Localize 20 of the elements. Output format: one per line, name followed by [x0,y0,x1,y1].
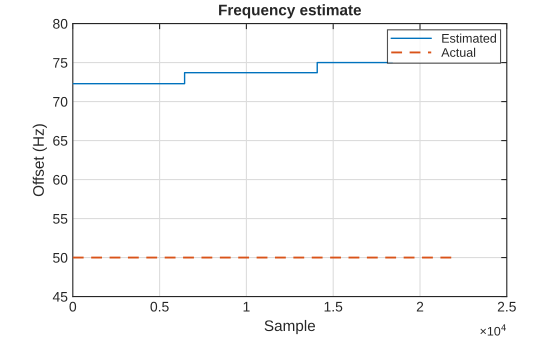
x-tick-label: 1.5 [324,302,342,312]
y-tick-label: 70 [53,96,68,107]
x-tick-label: 1 [244,302,250,312]
x-tick-label: 2 [416,302,424,312]
y-tick-label: 60 [53,174,68,185]
text: ×10$^{4}$ [480,324,506,336]
y-tick-label: 50 [53,252,68,263]
y-tick-label: 55 [53,214,68,224]
y-axis-title: Offset (Hz) [32,124,47,196]
legend-label: Estimated [442,34,496,43]
chart-title: Frequency estimate [219,4,362,18]
y-tick-label: 80 [53,18,68,29]
y-tick-label: 45 [52,292,68,302]
y-tick-label: 65 [53,136,68,146]
x-axis-title: Sample [264,320,316,334]
legend-label: Actual [441,48,476,57]
x-tick-label: 0.5 [150,302,169,312]
x-tick-label: 2.5 [498,302,516,312]
x-tick-label: 0 [69,302,76,312]
y-tick-label: 75 [53,58,68,68]
